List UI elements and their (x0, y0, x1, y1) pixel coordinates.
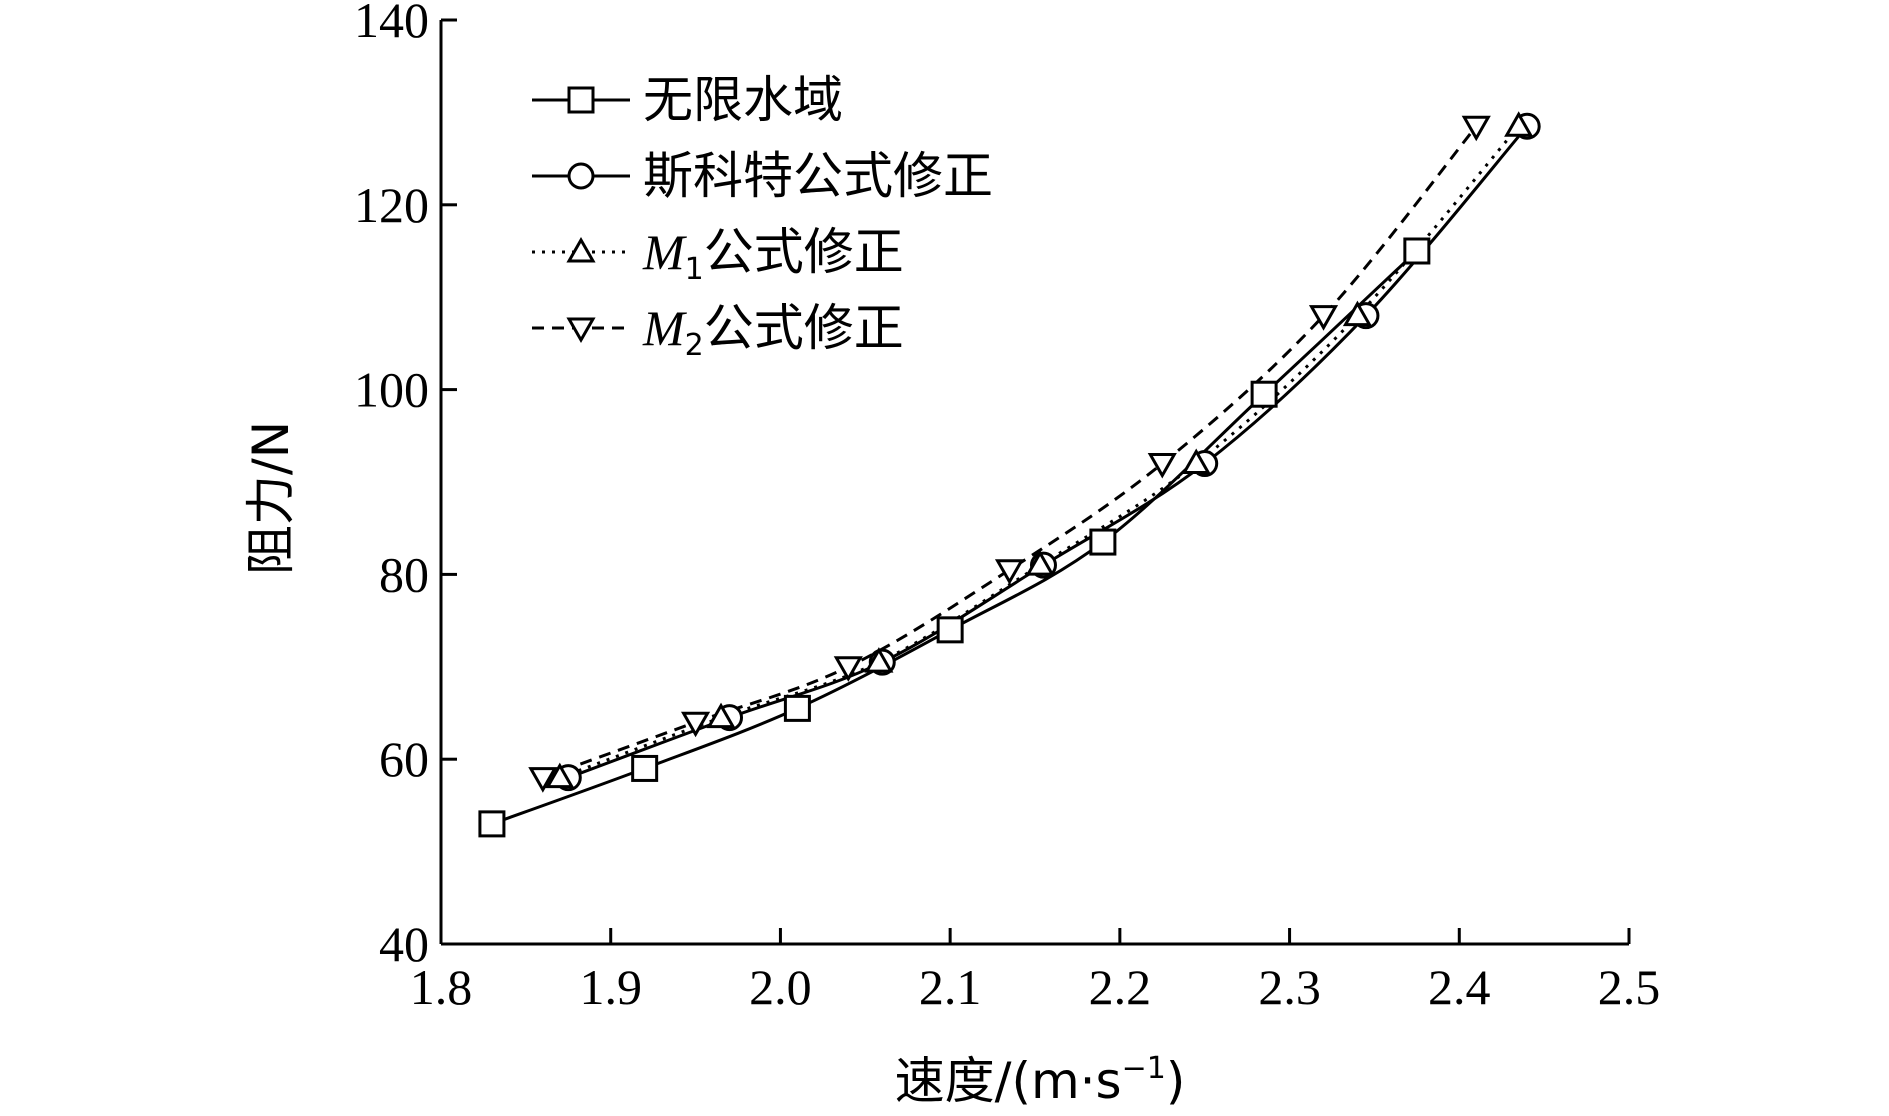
data-point-series-3 (1025, 550, 1055, 576)
x-tick-label: 2.2 (1089, 959, 1152, 1015)
data-point-series-1 (1403, 237, 1431, 265)
y-tick-label: 100 (354, 362, 429, 418)
x-tick-label: 2.0 (749, 959, 812, 1015)
data-point-series-4 (528, 767, 558, 793)
series-layer (478, 111, 1541, 838)
legend-label-prefix: M (642, 300, 687, 356)
x-tick-label: 1.9 (579, 959, 642, 1015)
y-tick-label: 40 (379, 916, 429, 972)
marker-layer (478, 111, 1541, 838)
data-point-series-1 (1250, 380, 1278, 408)
y-tick-label: 120 (354, 177, 429, 233)
data-point-series-4 (1308, 305, 1339, 331)
data-point-series-4 (680, 711, 711, 738)
legend-label-name: 公式修正 (704, 299, 904, 357)
data-point-series-3 (1181, 448, 1211, 475)
data-point-series-1 (1089, 528, 1117, 556)
series-line-1 (491, 249, 1418, 826)
x-tick-label: 2.5 (1598, 959, 1661, 1015)
x-axis-title: 速度/(m·s−1) (895, 1051, 1186, 1110)
legend-label-prefix: M (642, 224, 687, 280)
legend-marker-4 (566, 317, 596, 344)
y-tick-label: 80 (379, 546, 429, 602)
data-point-series-3 (1504, 111, 1534, 137)
legend-label-2: 斯科特公式修正 (643, 147, 993, 205)
legend-label-subscript: 1 (685, 252, 704, 287)
legend-marker-1 (567, 86, 595, 114)
data-point-series-4 (994, 559, 1025, 585)
data-point-series-3 (706, 702, 736, 729)
data-point-series-1 (936, 616, 964, 644)
x-tick-label: 2.4 (1428, 959, 1491, 1015)
axes: 1.8 1.9 2.0 2.1 2.2 2.3 2.4 2.5 40 60 80 100 120 140 (354, 0, 1660, 1015)
x-tick-label: 2.3 (1258, 959, 1321, 1015)
legend-label-3: M1公式修正 (642, 223, 904, 287)
data-point-series-3 (545, 762, 575, 789)
data-point-series-1 (631, 754, 659, 782)
data-point-series-4 (833, 656, 863, 682)
x-tick-label: 1.8 (410, 959, 473, 1015)
legend-marker-3 (566, 236, 596, 263)
legend-label-name: 公式修正 (704, 223, 904, 281)
data-point-series-4 (1147, 453, 1177, 479)
data-point-series-3 (864, 647, 894, 673)
y-axis-title: 阻力/N (242, 421, 300, 575)
data-point-series-1 (783, 694, 811, 722)
legend-label-1: 无限水域 (643, 71, 843, 129)
y-tick-label: 60 (379, 731, 429, 787)
legend-marker-2 (567, 162, 595, 190)
y-tick-label: 140 (354, 0, 429, 48)
data-point-series-1 (478, 810, 506, 838)
x-tick-label: 2.1 (919, 959, 982, 1015)
legend-label-name: 斯科特公式修正 (643, 147, 993, 205)
legend-label-4: M2公式修正 (642, 299, 904, 363)
legend-label-name: 无限水域 (643, 71, 843, 129)
data-point-series-3 (1342, 300, 1373, 327)
legend-label-subscript: 2 (685, 328, 704, 363)
data-point-series-4 (1461, 115, 1491, 142)
